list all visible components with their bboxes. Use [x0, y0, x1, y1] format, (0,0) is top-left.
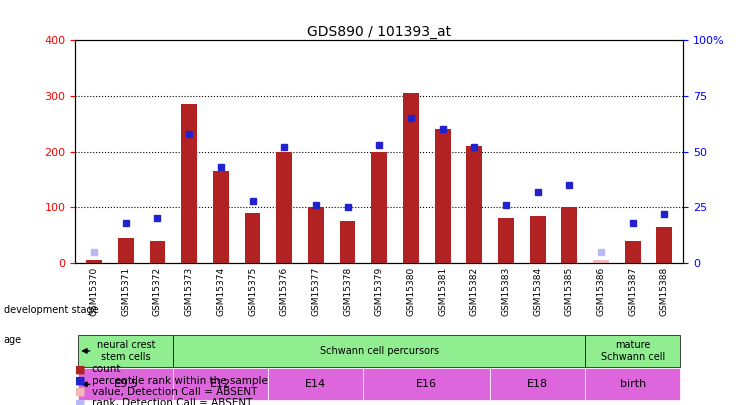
Bar	[585, 368, 680, 400]
Text: GSM15380: GSM15380	[406, 266, 415, 315]
Bar	[268, 368, 363, 400]
Text: GSM15382: GSM15382	[470, 266, 479, 315]
Text: Schwann cell percursors: Schwann cell percursors	[320, 346, 439, 356]
Bar	[308, 207, 324, 263]
Bar	[529, 215, 545, 263]
Text: GSM15387: GSM15387	[629, 266, 637, 315]
Bar	[466, 146, 482, 263]
Text: E16: E16	[416, 379, 437, 389]
Bar	[371, 151, 388, 263]
Title: GDS890 / 101393_at: GDS890 / 101393_at	[307, 26, 451, 39]
Bar	[656, 227, 672, 263]
Bar	[173, 368, 268, 400]
Bar	[562, 207, 578, 263]
Bar	[339, 221, 355, 263]
Text: GSM15384: GSM15384	[533, 266, 542, 315]
Text: GSM15386: GSM15386	[596, 266, 605, 315]
Text: count: count	[92, 364, 121, 374]
Text: ■: ■	[75, 399, 86, 405]
Text: GSM15370: GSM15370	[89, 266, 98, 315]
Bar	[490, 368, 585, 400]
Text: GSM15373: GSM15373	[185, 266, 194, 315]
Text: GSM15378: GSM15378	[343, 266, 352, 315]
Bar	[363, 368, 490, 400]
Text: E9.5: E9.5	[113, 379, 138, 389]
Bar	[435, 130, 451, 263]
Text: GSM15377: GSM15377	[312, 266, 321, 315]
Text: GSM15372: GSM15372	[153, 266, 162, 315]
Bar	[86, 260, 102, 263]
Text: GSM15375: GSM15375	[248, 266, 257, 315]
Text: GSM15383: GSM15383	[502, 266, 511, 315]
Bar	[625, 241, 641, 263]
Bar	[181, 104, 197, 263]
Bar	[593, 260, 609, 263]
Text: birth: birth	[620, 379, 646, 389]
Bar	[149, 241, 165, 263]
Text: age: age	[4, 335, 22, 345]
Text: neural crest
stem cells: neural crest stem cells	[97, 340, 155, 362]
Text: ■: ■	[75, 376, 86, 386]
Text: E18: E18	[527, 379, 548, 389]
Bar	[245, 213, 261, 263]
Bar	[213, 171, 229, 263]
Text: GSM15388: GSM15388	[660, 266, 669, 315]
Bar	[78, 368, 173, 400]
Text: rank, Detection Call = ABSENT: rank, Detection Call = ABSENT	[92, 399, 252, 405]
Bar	[173, 335, 585, 367]
Text: GSM15371: GSM15371	[122, 266, 130, 315]
Bar	[498, 218, 514, 263]
Text: ■: ■	[75, 364, 86, 374]
Text: GSM15376: GSM15376	[279, 266, 288, 315]
Text: GSM15379: GSM15379	[375, 266, 384, 315]
Bar	[585, 335, 680, 367]
Text: development stage: development stage	[4, 305, 98, 315]
Text: ■: ■	[75, 387, 86, 397]
Text: E12: E12	[210, 379, 231, 389]
Text: GSM15385: GSM15385	[565, 266, 574, 315]
Bar	[403, 93, 419, 263]
Bar	[78, 335, 173, 367]
Text: GSM15381: GSM15381	[438, 266, 447, 315]
Bar	[276, 151, 292, 263]
Text: percentile rank within the sample: percentile rank within the sample	[92, 376, 267, 386]
Text: value, Detection Call = ABSENT: value, Detection Call = ABSENT	[92, 387, 257, 397]
Text: E14: E14	[306, 379, 327, 389]
Bar	[118, 238, 134, 263]
Text: mature
Schwann cell: mature Schwann cell	[601, 340, 665, 362]
Text: GSM15374: GSM15374	[216, 266, 225, 315]
